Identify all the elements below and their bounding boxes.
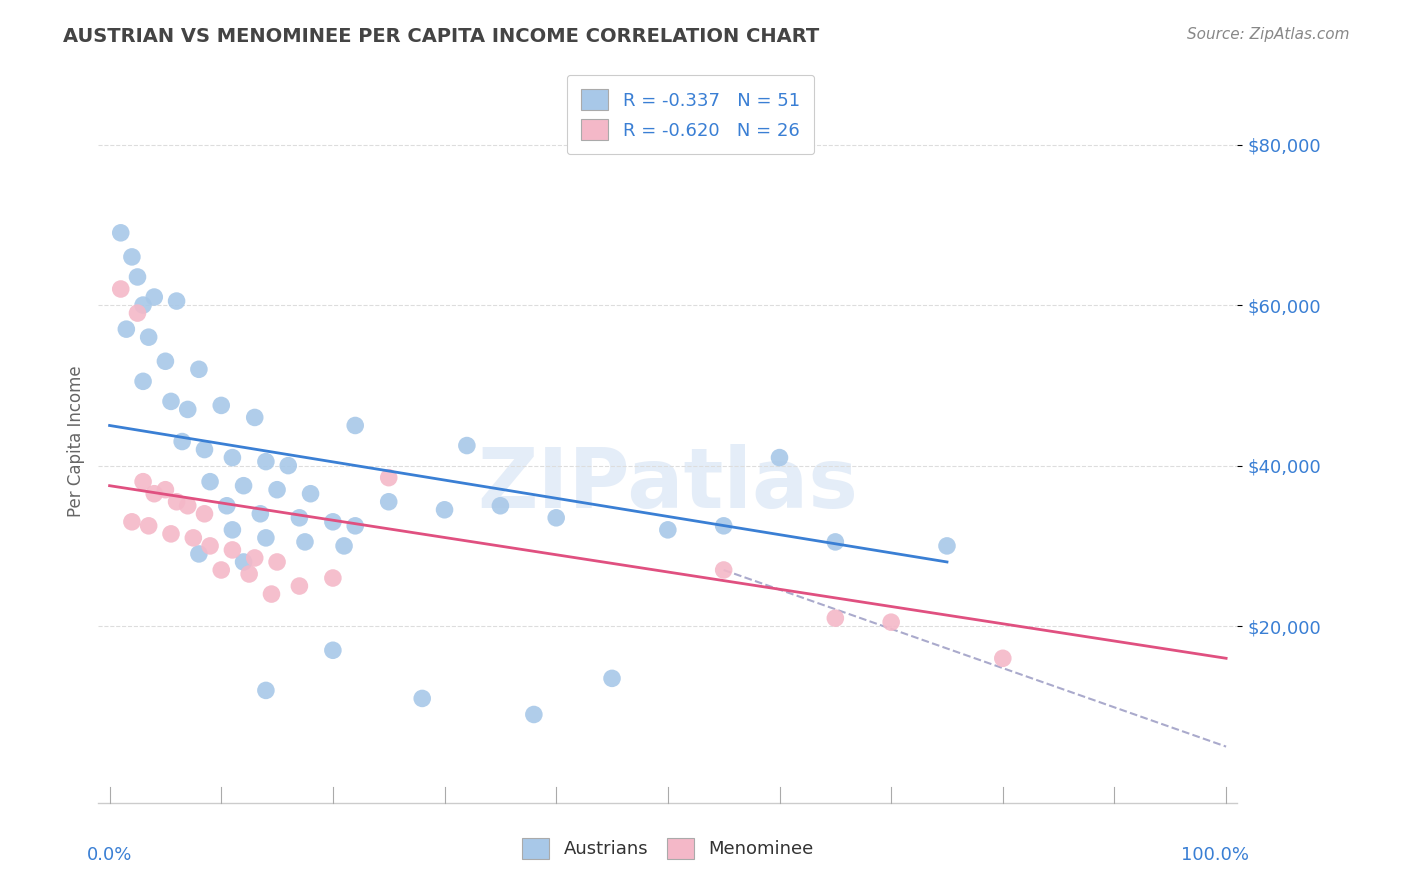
Point — [824, 611, 846, 625]
Point — [254, 454, 277, 469]
Point — [277, 458, 299, 473]
Point — [187, 547, 209, 561]
Point — [299, 486, 322, 500]
Point — [138, 518, 160, 533]
Point — [266, 483, 288, 497]
Point — [546, 510, 568, 524]
Point — [193, 507, 215, 521]
Point — [713, 518, 735, 533]
Point — [243, 550, 266, 566]
Text: ZIPatlas: ZIPatlas — [478, 444, 858, 525]
Point — [232, 478, 254, 492]
Point — [155, 483, 177, 497]
Point — [110, 226, 132, 240]
Point — [936, 539, 959, 553]
Point — [254, 683, 277, 698]
Point — [411, 691, 433, 706]
Point — [198, 475, 221, 489]
Point — [489, 499, 512, 513]
Point — [127, 269, 149, 284]
Point — [824, 534, 846, 549]
Point — [143, 290, 166, 304]
Point — [121, 250, 143, 264]
Point — [132, 475, 155, 489]
Point — [138, 330, 160, 344]
Point — [115, 322, 138, 336]
Point — [215, 499, 238, 513]
Point — [155, 354, 177, 368]
Point — [193, 442, 215, 457]
Point — [243, 410, 266, 425]
Point — [266, 555, 288, 569]
Point — [232, 555, 254, 569]
Point — [249, 507, 271, 521]
Point — [209, 398, 232, 412]
Point — [344, 518, 367, 533]
Text: 0.0%: 0.0% — [87, 847, 132, 864]
Point — [160, 394, 183, 409]
Point — [187, 362, 209, 376]
Point — [322, 643, 344, 657]
Point — [288, 579, 311, 593]
Point — [333, 539, 356, 553]
Point — [238, 567, 260, 582]
Point — [377, 494, 399, 508]
Point — [183, 531, 205, 545]
Point — [294, 534, 316, 549]
Point — [209, 563, 232, 577]
Point — [177, 499, 200, 513]
Point — [172, 434, 194, 449]
Point — [110, 282, 132, 296]
Point — [143, 486, 166, 500]
Text: AUSTRIAN VS MENOMINEE PER CAPITA INCOME CORRELATION CHART: AUSTRIAN VS MENOMINEE PER CAPITA INCOME … — [63, 27, 820, 45]
Point — [121, 515, 143, 529]
Point — [322, 515, 344, 529]
Text: 100.0%: 100.0% — [1181, 847, 1249, 864]
Point — [600, 671, 623, 685]
Text: Source: ZipAtlas.com: Source: ZipAtlas.com — [1187, 27, 1350, 42]
Point — [322, 571, 344, 585]
Point — [221, 523, 243, 537]
Point — [132, 374, 155, 388]
Point — [880, 615, 903, 630]
Point — [713, 563, 735, 577]
Point — [160, 526, 183, 541]
Point — [433, 502, 456, 516]
Point — [377, 470, 399, 484]
Point — [657, 523, 679, 537]
Point — [260, 587, 283, 601]
Point — [288, 510, 311, 524]
Point — [768, 450, 790, 465]
Point — [177, 402, 200, 417]
Legend: Austrians, Menominee: Austrians, Menominee — [515, 830, 821, 866]
Point — [523, 707, 546, 722]
Point — [221, 450, 243, 465]
Point — [344, 418, 367, 433]
Point — [166, 494, 188, 508]
Point — [166, 293, 188, 308]
Y-axis label: Per Capita Income: Per Capita Income — [66, 366, 84, 517]
Point — [198, 539, 221, 553]
Point — [127, 306, 149, 320]
Point — [132, 298, 155, 312]
Point — [221, 542, 243, 557]
Point — [456, 438, 478, 452]
Point — [254, 531, 277, 545]
Point — [991, 651, 1014, 665]
